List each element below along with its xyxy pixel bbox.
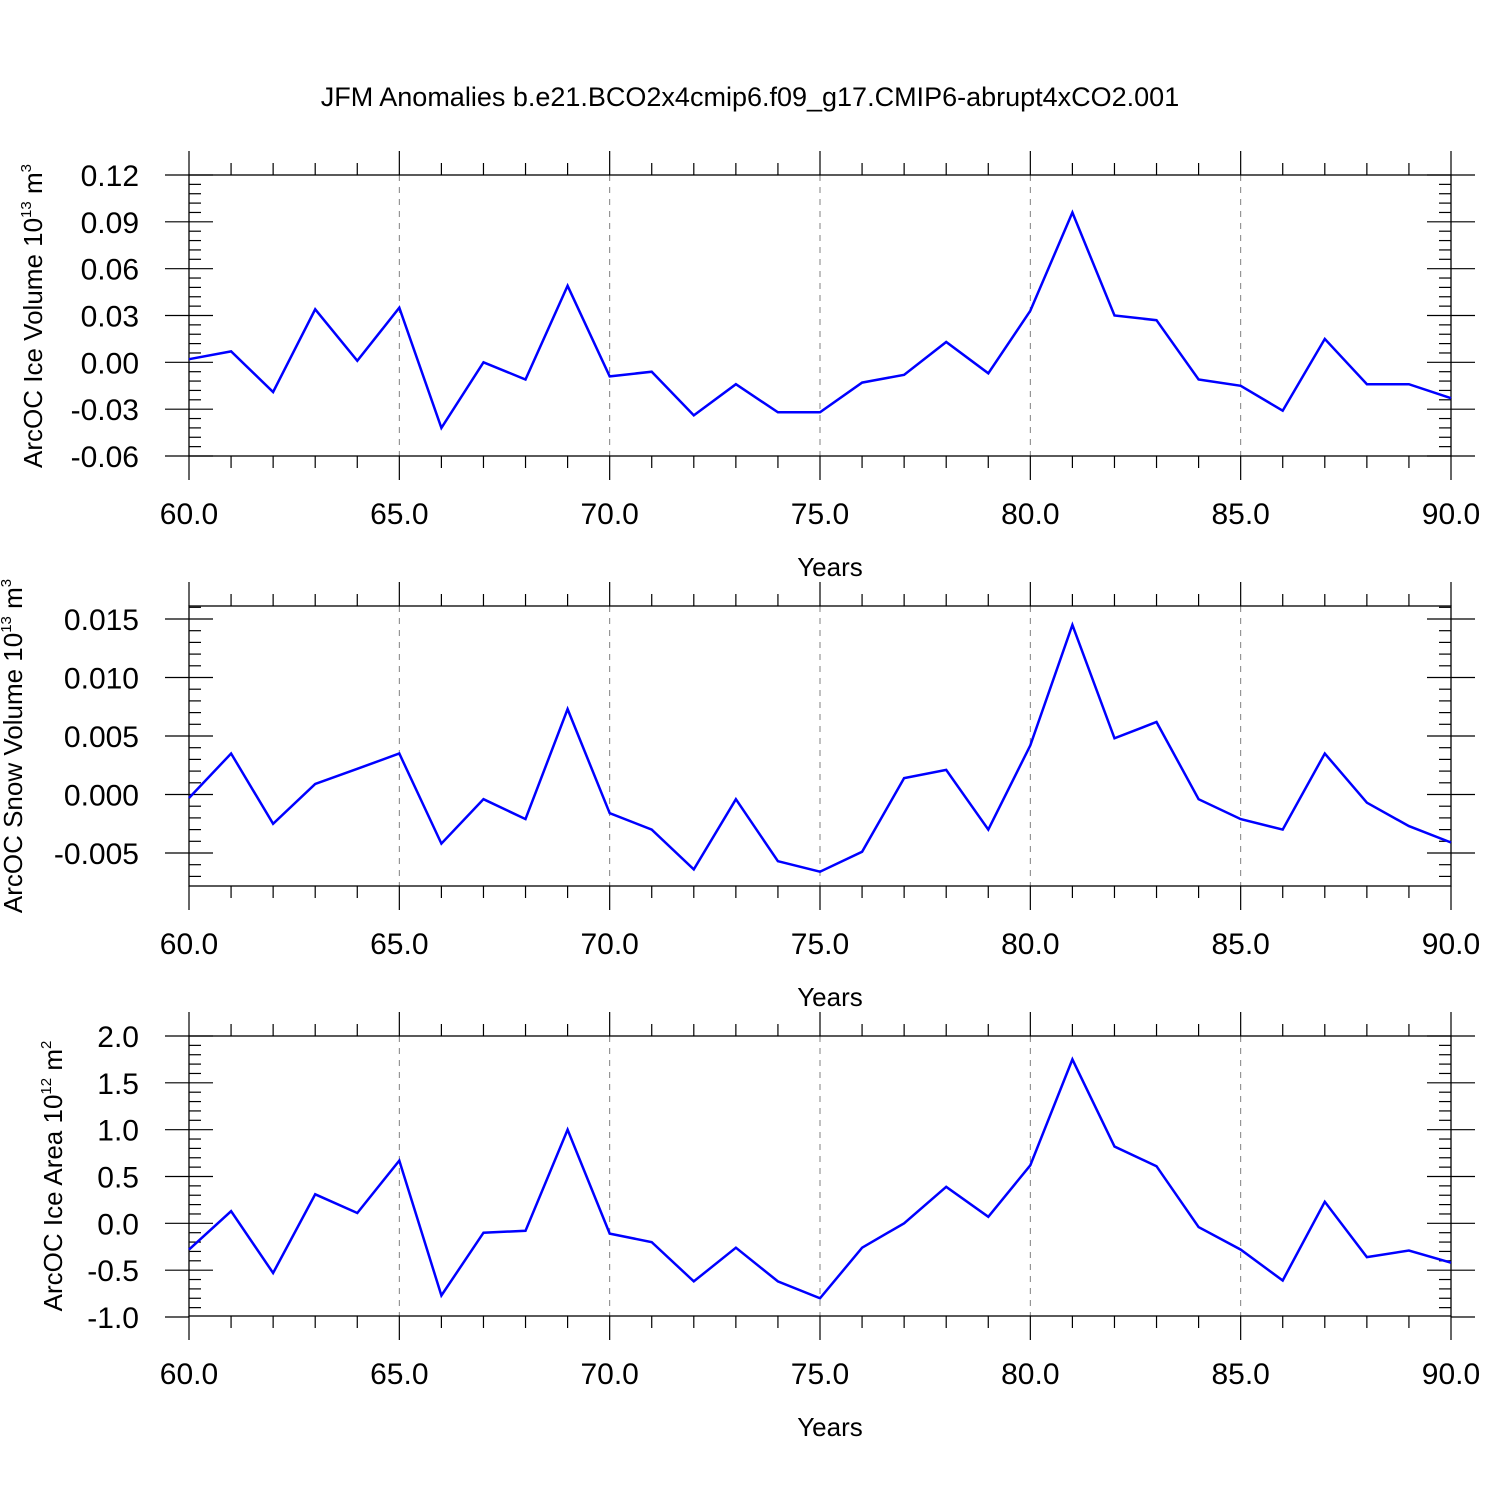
y-tick-label: 0.12 xyxy=(81,160,139,193)
x-tick-label: 75.0 xyxy=(791,928,849,961)
y-axis-title-unit-exponent: 2 xyxy=(38,1041,55,1049)
x-tick-label: 75.0 xyxy=(791,1358,849,1391)
x-tick-label: 65.0 xyxy=(370,928,428,961)
y-tick-label: -0.06 xyxy=(71,441,139,474)
x-tick-label: 65.0 xyxy=(370,1358,428,1391)
x-tick-label: 75.0 xyxy=(791,498,849,531)
x-tick-label: 90.0 xyxy=(1422,1358,1480,1391)
y-tick-label: 0.09 xyxy=(81,207,139,240)
chart-panel-3: 60.0 65.0 70.0 75.0 80.0 85.0 90.0 2.0 1.5 1.0 0.5… xyxy=(38,1012,1480,1442)
y-axis-title: ArcOC Ice Area 1012 m2 xyxy=(38,1041,68,1312)
y-tick-label: 0.015 xyxy=(64,604,139,637)
x-tick-label: 80.0 xyxy=(1001,1358,1059,1391)
x-tick-label: 70.0 xyxy=(580,928,638,961)
y-axis-title-unit: m xyxy=(18,172,48,201)
plot-frame xyxy=(188,174,1452,457)
y-tick-label: 0.000 xyxy=(64,780,139,813)
x-tick-label: 85.0 xyxy=(1211,1358,1269,1391)
series-line xyxy=(188,1056,1452,1300)
x-tick-label: 70.0 xyxy=(580,498,638,531)
x-axis-title: Years xyxy=(797,982,863,1012)
y-axis-title-exponent: 13 xyxy=(0,616,15,633)
x-tick-label: 60.0 xyxy=(160,498,218,531)
y-tick-label: 1.5 xyxy=(97,1068,139,1101)
x-tick-label: 90.0 xyxy=(1422,498,1480,531)
y-axis-title-exponent: 13 xyxy=(18,201,35,218)
x-tick-label: 85.0 xyxy=(1211,498,1269,531)
x-tick-label: 90.0 xyxy=(1422,928,1480,961)
x-tick-label: 60.0 xyxy=(160,928,218,961)
y-tick-label: 0.0 xyxy=(97,1208,139,1241)
y-tick-label: 1.0 xyxy=(97,1115,139,1148)
y-tick-label: -0.03 xyxy=(71,394,139,427)
y-axis-title-unit: m xyxy=(0,587,28,616)
y-tick-label: 0.010 xyxy=(64,663,139,696)
y-tick-label: -0.005 xyxy=(54,838,139,871)
y-tick-label: 0.00 xyxy=(81,347,139,380)
y-axis-title: ArcOC Ice Volume 1013 m3 xyxy=(18,164,48,468)
x-tick-label: 70.0 xyxy=(580,1358,638,1391)
x-tick-label: 65.0 xyxy=(370,498,428,531)
y-axis-title: ArcOC Snow Volume 1013 m3 xyxy=(0,579,28,913)
figure-title: JFM Anomalies b.e21.BCO2x4cmip6.f09_g17.… xyxy=(320,82,1180,112)
x-tick-label: 80.0 xyxy=(1001,498,1059,531)
y-tick-label: 0.03 xyxy=(81,301,139,334)
y-tick-label: 2.0 xyxy=(97,1021,139,1054)
series-line xyxy=(188,209,1452,431)
y-axis-title-main: ArcOC Ice Volume 10 xyxy=(18,218,48,468)
x-tick-label: 85.0 xyxy=(1211,928,1269,961)
x-tick-label: 60.0 xyxy=(160,1358,218,1391)
y-axis-title-unit-exponent: 3 xyxy=(18,164,35,172)
x-axis-title: Years xyxy=(797,1412,863,1442)
y-axis-title-main: ArcOC Ice Area 10 xyxy=(38,1095,68,1312)
x-tick-label: 80.0 xyxy=(1001,928,1059,961)
y-tick-label: 0.06 xyxy=(81,254,139,287)
y-axis-title-main: ArcOC Snow Volume 10 xyxy=(0,633,28,913)
y-tick-label: 0.005 xyxy=(64,721,139,754)
y-tick-label: -1.0 xyxy=(87,1302,139,1335)
y-axis-title-exponent: 12 xyxy=(38,1078,55,1095)
series-line xyxy=(188,621,1452,874)
y-axis-title-unit-exponent: 3 xyxy=(0,579,15,587)
x-axis-title: Years xyxy=(797,552,863,582)
y-axis-title-unit: m xyxy=(38,1049,68,1078)
chart-panel-2: 60.0 65.0 70.0 75.0 80.0 85.0 90.0 0.015 0.010 0.… xyxy=(0,579,1480,1012)
chart-panel-1: 60.0 65.0 70.0 75.0 80.0 85.0 90.0 0.12 0.09 0.06… xyxy=(18,151,1480,582)
y-tick-label: -0.5 xyxy=(87,1255,139,1288)
y-tick-label: 0.5 xyxy=(97,1162,139,1195)
